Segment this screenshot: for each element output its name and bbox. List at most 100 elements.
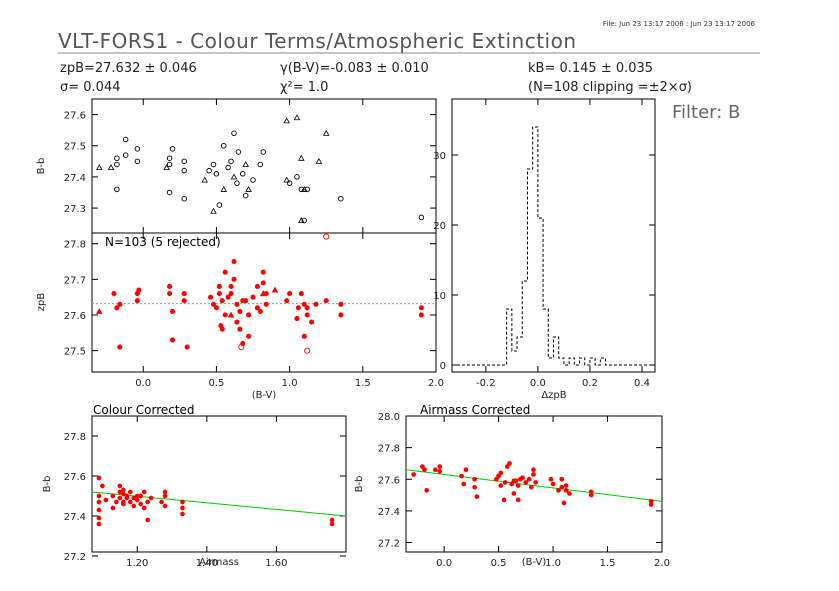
data-point-circle <box>286 180 293 186</box>
data-point-circle <box>166 189 173 196</box>
data-point <box>250 294 256 300</box>
data-point-circle <box>338 195 344 202</box>
data-point-circle <box>114 161 120 168</box>
data-point-circle <box>181 158 187 165</box>
data-point <box>523 480 529 485</box>
data-point-triangle <box>322 129 330 136</box>
data-point <box>254 283 260 290</box>
data-point <box>418 305 424 311</box>
data-point <box>433 467 438 473</box>
data-point-circle <box>260 149 267 155</box>
rejected-point <box>238 344 245 351</box>
data-point <box>96 521 102 527</box>
data-point <box>159 499 164 505</box>
right-histogram-xtick-label: 0.0 <box>530 378 546 389</box>
airmass-corrected-ytick-label: 27.6 <box>378 475 400 486</box>
data-point-circle <box>166 155 173 161</box>
data-point <box>136 287 142 293</box>
airmass-corrected-panel-frame <box>405 415 663 553</box>
right-histogram-xtick-label: -0.2 <box>476 378 496 389</box>
data-point <box>329 521 335 527</box>
data-point <box>263 301 269 307</box>
data-point <box>472 484 477 490</box>
data-point <box>127 499 133 505</box>
data-point-triangle <box>293 114 301 121</box>
data-point-circle <box>166 161 173 168</box>
data-point <box>180 511 185 517</box>
data-point <box>511 491 517 496</box>
colour-corrected-xtick-label: 1.20 <box>126 558 148 569</box>
right-histogram-ytick-label: 10 <box>433 291 446 302</box>
colour-corrected-ylabel: B-b <box>42 476 53 493</box>
data-point <box>474 494 480 500</box>
data-point <box>111 291 117 297</box>
airmass-corrected-xtick-label: 1.0 <box>545 558 561 569</box>
histogram-panel-frame <box>451 98 656 373</box>
airmass-corrected-title: Airmass Corrected <box>420 403 530 417</box>
data-point <box>563 487 569 493</box>
chart-marks: 27.3 27.4 27.5 27.6 27.5 27.6 27.7 27.8 0.0 0.5 1.… <box>64 99 670 569</box>
data-point <box>138 493 144 499</box>
middle-left-scatter-ytick-label: 27.5 <box>64 347 86 358</box>
data-point-triangle <box>300 185 308 192</box>
data-point <box>100 483 105 489</box>
data-point <box>213 305 219 311</box>
data-point <box>284 298 290 304</box>
top-left-scatter-ytick-label: 27.4 <box>64 173 86 184</box>
data-point <box>561 500 567 506</box>
data-point <box>234 301 240 307</box>
data-point <box>96 499 102 505</box>
data-point <box>110 505 116 511</box>
data-point <box>96 507 102 513</box>
data-point-circle <box>181 195 187 202</box>
data-point <box>304 305 310 311</box>
data-point <box>424 487 430 493</box>
data-point <box>329 517 335 523</box>
data-point <box>260 280 266 286</box>
data-point-circle <box>242 192 249 199</box>
data-point <box>461 481 467 487</box>
data-point <box>134 497 140 503</box>
data-point-circle <box>210 161 217 168</box>
data-point-triangle <box>315 157 323 164</box>
data-point <box>127 489 133 495</box>
data-point-triangle <box>107 164 115 171</box>
filter-label: Filter: B <box>672 102 740 123</box>
data-point-triangle <box>210 207 217 214</box>
data-point <box>228 283 234 290</box>
top-left-scatter-ytick-label: 27.6 <box>64 111 86 122</box>
data-point <box>216 291 222 297</box>
rejected-point <box>304 347 311 354</box>
data-point <box>169 308 176 314</box>
fit-line <box>405 469 663 502</box>
data-point-triangle <box>220 185 228 192</box>
colour-corrected-xtick-label: 1.40 <box>196 558 218 569</box>
data-point <box>222 269 228 275</box>
data-point-circle <box>122 136 129 143</box>
data-point <box>496 473 501 479</box>
data-point-circle <box>294 174 300 180</box>
data-point-circle <box>240 171 246 177</box>
top-left-ylabel: B-b <box>36 158 47 175</box>
right-histogram-xtick-label: 0.4 <box>634 378 650 389</box>
middle-left-xlabel: (B-V) <box>252 390 277 401</box>
data-point <box>167 291 173 297</box>
data-point-circle <box>418 214 425 221</box>
data-point <box>494 476 499 482</box>
data-point <box>134 298 140 304</box>
data-point <box>295 305 301 311</box>
data-point <box>533 480 538 485</box>
colour-corrected-ytick-label: 27.2 <box>64 552 86 563</box>
data-point <box>313 301 319 307</box>
right-histogram-ytick-label: 0 <box>440 361 446 372</box>
colour-corrected-panel-frame <box>91 415 347 553</box>
data-point <box>181 291 187 297</box>
data-point <box>463 467 469 473</box>
data-point <box>567 491 572 496</box>
data-point <box>148 495 154 501</box>
data-point <box>114 499 119 505</box>
data-point <box>437 464 443 469</box>
data-point <box>162 503 168 509</box>
data-point <box>563 483 569 488</box>
data-point <box>526 476 532 482</box>
